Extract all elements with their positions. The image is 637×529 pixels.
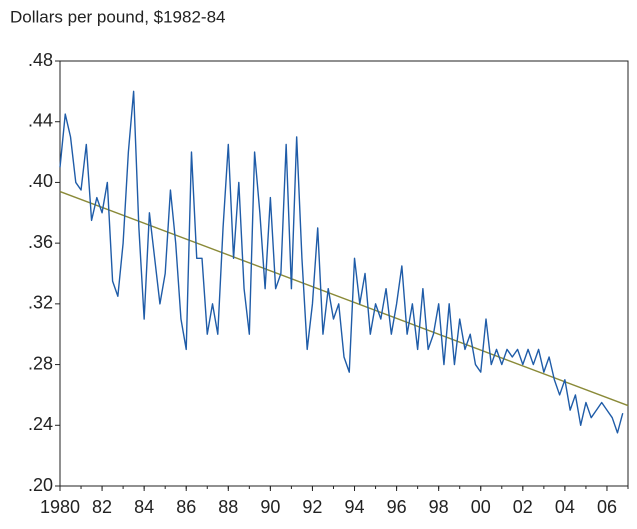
- y-tick-label: .20: [28, 475, 53, 495]
- y-tick-label: .36: [28, 232, 53, 252]
- x-tick-label: 92: [302, 497, 322, 517]
- x-tick-label: 84: [134, 497, 154, 517]
- y-tick-label: .32: [28, 293, 53, 313]
- x-tick-label: 98: [429, 497, 449, 517]
- y-tick-label: .48: [28, 50, 53, 70]
- y-tick-label: .28: [28, 353, 53, 373]
- x-tick-label: 82: [92, 497, 112, 517]
- x-tick-label: 90: [260, 497, 280, 517]
- series-line: [59, 190, 629, 407]
- x-tick-label: 06: [597, 497, 617, 517]
- y-tick-label: .24: [28, 414, 53, 434]
- x-tick-label: 86: [176, 497, 196, 517]
- x-tick-label: 02: [513, 497, 533, 517]
- series-line: [59, 90, 624, 434]
- x-tick-label: 1980: [40, 497, 80, 517]
- x-tick-label: 88: [218, 497, 238, 517]
- x-tick-label: 04: [555, 497, 575, 517]
- x-tick-label: 96: [387, 497, 407, 517]
- x-tick-label: 00: [471, 497, 491, 517]
- y-tick-label: .40: [28, 171, 53, 191]
- x-tick-label: 94: [345, 497, 365, 517]
- plot-frame: [59, 60, 629, 487]
- chart-title: Dollars per pound, $1982-84: [10, 7, 225, 26]
- y-tick-label: .44: [28, 110, 53, 130]
